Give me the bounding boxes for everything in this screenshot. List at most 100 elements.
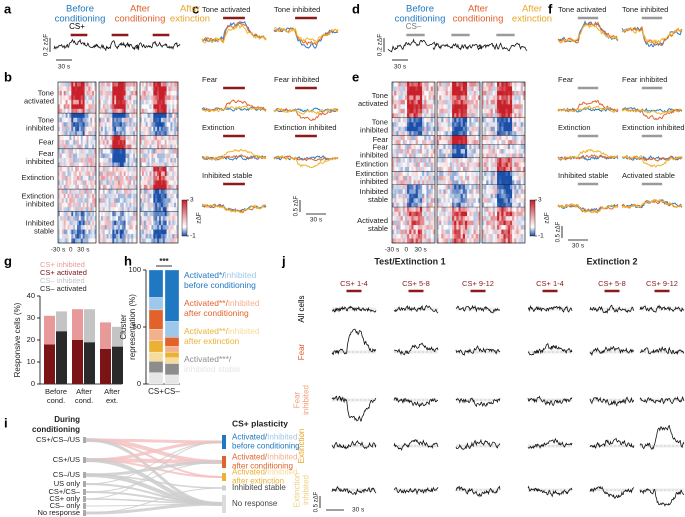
- heatmap-cell: [121, 189, 124, 195]
- heatmap-cell: [462, 90, 466, 96]
- heatmap-cell: [114, 211, 117, 217]
- heatmap-cell: [99, 158, 102, 163]
- heatmap-cell: [439, 153, 442, 159]
- heatmap-cell: [432, 162, 436, 168]
- heatmap-cell: [484, 95, 487, 101]
- heatmap-cell: [92, 238, 95, 244]
- heatmap-cell: [439, 202, 442, 208]
- heatmap-cell: [100, 140, 104, 145]
- heatmap-cell: [503, 216, 506, 221]
- heatmap-cell: [112, 171, 115, 177]
- heatmap-cell: [143, 229, 146, 235]
- heatmap-cell: [121, 135, 124, 141]
- heatmap-cell: [104, 149, 107, 154]
- heatmap-cell: [477, 171, 481, 177]
- heatmap-cell: [432, 193, 436, 199]
- heatmap-cell: [473, 117, 476, 123]
- heatmap-cell: [59, 149, 63, 154]
- heatmap-cell: [145, 171, 148, 177]
- heatmap-cell: [449, 122, 453, 128]
- heatmap-cell: [88, 153, 91, 159]
- heatmap-cell: [501, 126, 504, 132]
- heatmap-cell: [490, 140, 494, 145]
- heatmap-cell: [486, 198, 489, 204]
- heatmap-cell: [497, 126, 500, 132]
- cluster-title: Extinction inhibited: [274, 123, 337, 132]
- heatmap-cell: [505, 86, 509, 92]
- heatmap-cell: [417, 140, 421, 145]
- heatmap-cell: [426, 82, 429, 87]
- heatmap-cell: [484, 99, 487, 105]
- heatmap-cell: [460, 135, 464, 141]
- heatmap-cell: [104, 166, 107, 172]
- heatmap-cell: [469, 86, 472, 92]
- heatmap-cell: [108, 153, 111, 159]
- heatmap-cell: [157, 108, 160, 114]
- heatmap-cell: [398, 220, 401, 226]
- heatmap-cell: [428, 117, 431, 123]
- heatmap-cell: [118, 95, 121, 101]
- heatmap-cell: [145, 189, 148, 195]
- heatmap-cell: [490, 86, 494, 92]
- heatmap-cell: [484, 166, 487, 172]
- heatmap-cell: [392, 229, 395, 235]
- heatmap-cell: [78, 193, 82, 199]
- heatmap-cell: [475, 189, 479, 195]
- heatmap-cell: [166, 220, 169, 226]
- heatmap-cell: [456, 238, 459, 244]
- heatmap-cell: [512, 153, 515, 159]
- heatmap-cell: [411, 220, 414, 226]
- heatmap-cell: [143, 198, 146, 204]
- heatmap-cell: [520, 135, 524, 141]
- time-label: 30 s: [77, 247, 90, 254]
- heatmap-cell: [503, 220, 506, 226]
- heatmap-cell: [118, 166, 121, 172]
- heatmap-cell: [409, 220, 412, 226]
- heatmap-cell: [82, 131, 85, 136]
- heatmap-cell: [430, 86, 434, 92]
- heatmap-cell: [63, 162, 66, 168]
- heatmap-cell: [114, 95, 117, 101]
- heatmap-cell: [125, 131, 128, 136]
- heatmap-cell: [437, 220, 440, 226]
- heatmap-cell: [426, 175, 429, 181]
- panel-letter: h: [124, 253, 132, 268]
- heatmap-cell: [104, 162, 107, 168]
- heatmap-cell: [402, 175, 406, 181]
- panel-letter: f: [548, 1, 553, 16]
- heatmap-cell: [58, 211, 61, 217]
- heatmap-cell: [77, 211, 80, 217]
- heatmap-cell: [462, 149, 466, 154]
- heatmap-cell: [428, 220, 431, 226]
- heatmap-cell: [84, 86, 87, 92]
- heatmap-cell: [499, 211, 502, 217]
- heatmap-cell: [73, 180, 76, 186]
- heatmap-cell: [443, 211, 446, 217]
- heatmap-cell: [505, 95, 509, 101]
- heatmap-cell: [512, 225, 515, 230]
- cluster-label: activated: [358, 99, 388, 108]
- heatmap-cell: [409, 158, 412, 163]
- trace-band: [640, 488, 684, 492]
- heatmap-cell: [166, 229, 169, 235]
- heatmap-cell: [520, 90, 524, 96]
- heatmap-cell: [106, 95, 109, 101]
- heatmap-cell: [84, 193, 87, 199]
- heatmap-cell: [505, 225, 509, 230]
- heatmap-cell: [454, 122, 457, 128]
- heatmap-cell: [439, 131, 442, 136]
- heatmap-cell: [514, 184, 517, 190]
- heatmap-cell: [118, 104, 121, 110]
- heatmap-cell: [394, 166, 397, 172]
- heatmap-cell: [59, 225, 63, 230]
- heatmap-cell: [123, 184, 126, 190]
- heatmap-cell: [65, 108, 68, 114]
- heatmap-cell: [147, 216, 150, 221]
- heatmap-cell: [149, 153, 152, 159]
- heatmap-cell: [428, 225, 431, 230]
- heatmap-cell: [94, 86, 97, 92]
- heatmap-cell: [404, 207, 408, 212]
- time-label: -30 s: [51, 247, 66, 254]
- heatmap-cell: [394, 153, 397, 159]
- scale-label: 30 s: [352, 507, 365, 514]
